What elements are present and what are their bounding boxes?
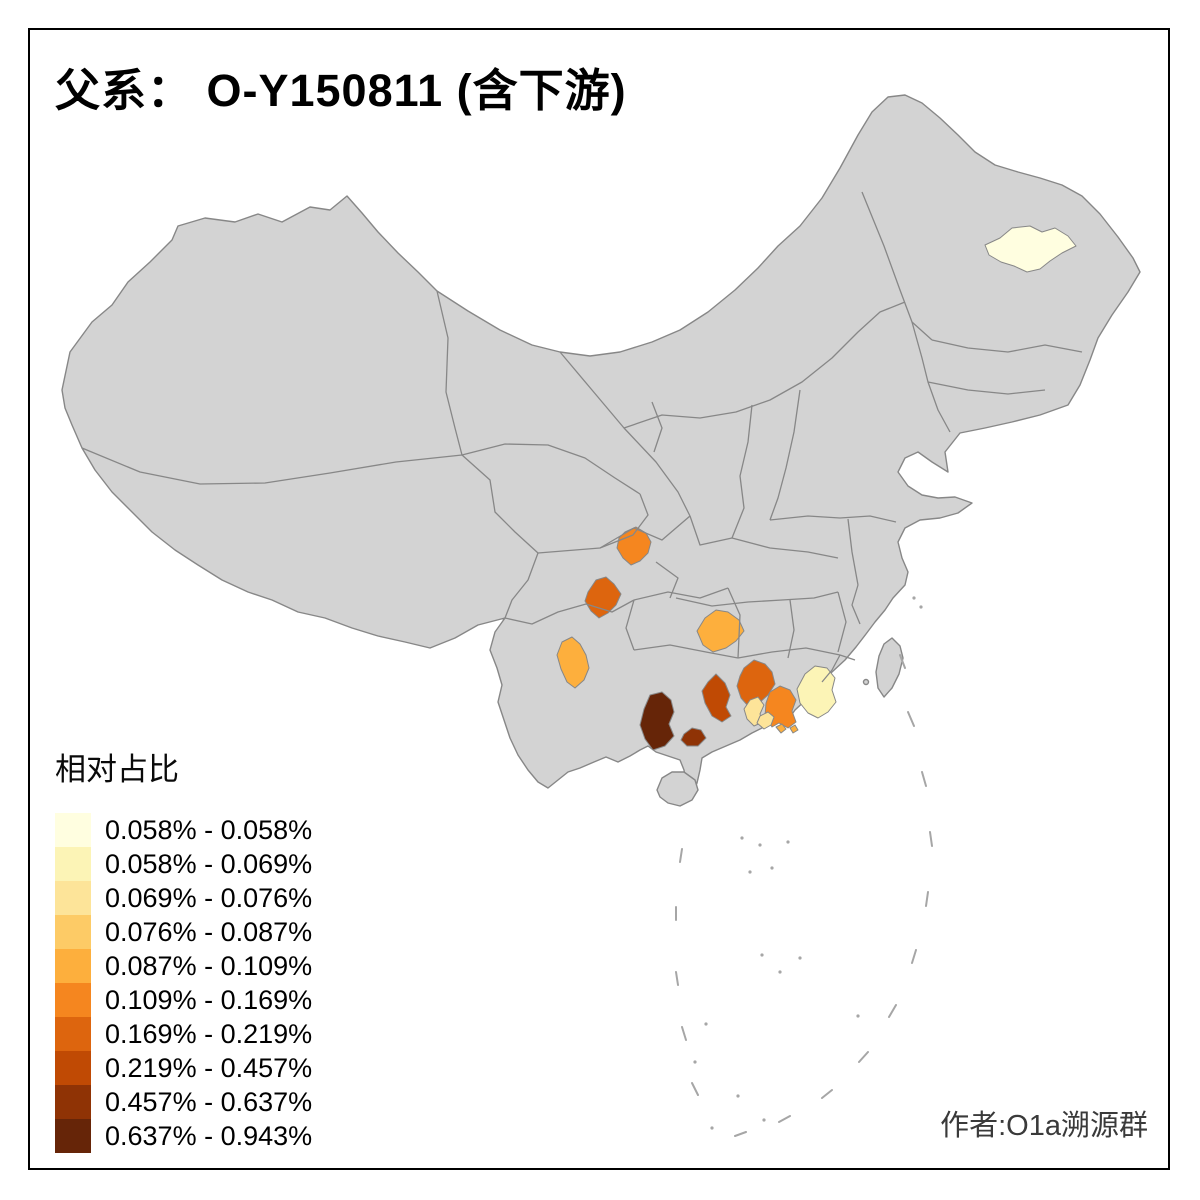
highlighted-regions <box>556 225 1077 751</box>
map-region-northeast-pale <box>984 225 1077 273</box>
legend-swatch <box>55 813 91 847</box>
legend: 相对占比 0.058% - 0.058% 0.058% - 0.069% 0.069… <box>55 744 312 1153</box>
map-region-yunnan-central <box>556 636 590 689</box>
legend-swatch <box>55 847 91 881</box>
legend-swatch <box>55 1119 91 1153</box>
map-region-guizhou-central <box>696 609 745 653</box>
legend-swatch <box>55 949 91 983</box>
province-borders <box>81 191 1083 683</box>
penghu-islet <box>862 678 870 686</box>
legend-swatch <box>55 881 91 915</box>
legend-item-label: 0.058% - 0.069% <box>105 848 313 879</box>
legend-item: 0.058% - 0.069% <box>55 847 312 881</box>
legend-swatch <box>55 1051 91 1085</box>
map-region-pearl-delta-dot-b <box>789 724 799 734</box>
map-region-guangxi-east <box>736 659 776 708</box>
sea-islets <box>693 596 923 1130</box>
legend-swatch <box>55 1085 91 1119</box>
map-region-sichuan-north <box>616 526 652 566</box>
legend-item: 0.169% - 0.219% <box>55 1017 312 1051</box>
legend-item: 0.109% - 0.169% <box>55 983 312 1017</box>
legend-item: 0.637% - 0.943% <box>55 1119 312 1153</box>
taiwan-island <box>875 637 904 698</box>
map-region-guangxi-central <box>701 673 732 723</box>
mainland-outline <box>61 94 1141 796</box>
legend-item-label: 0.076% - 0.087% <box>105 916 313 947</box>
nine-dash-line <box>675 654 933 1137</box>
legend-item: 0.069% - 0.076% <box>55 881 312 915</box>
legend-item-label: 0.087% - 0.109% <box>105 950 313 981</box>
legend-item-label: 0.637% - 0.943% <box>105 1120 313 1151</box>
attribution: 作者:O1a溯源群 <box>940 1110 1148 1142</box>
map-region-sichuan-west <box>584 576 622 619</box>
legend-item-label: 0.457% - 0.637% <box>105 1086 313 1117</box>
map-region-pearl-delta-dot-a <box>775 723 787 734</box>
legend-swatch <box>55 1017 91 1051</box>
map-region-guangdong-east-pale <box>796 665 837 719</box>
map-region-pearl-delta-pale <box>756 711 775 730</box>
map-title: 父系： O-Y150811 (含下游) <box>55 65 627 116</box>
legend-item-label: 0.058% - 0.058% <box>105 814 313 845</box>
legend-item: 0.457% - 0.637% <box>55 1085 312 1119</box>
legend-title: 相对占比 <box>55 752 179 787</box>
legend-item-label: 0.109% - 0.169% <box>105 984 313 1015</box>
map-region-guangxi-southwest <box>639 691 675 751</box>
legend-swatch <box>55 983 91 1017</box>
legend-item-label: 0.219% - 0.457% <box>105 1052 313 1083</box>
legend-item-label: 0.069% - 0.076% <box>105 882 313 913</box>
legend-items: 0.058% - 0.058% 0.058% - 0.069% 0.069% - 0… <box>55 813 312 1153</box>
map-region-guangxi-south-coast <box>680 727 707 747</box>
legend-item-label: 0.169% - 0.219% <box>105 1018 313 1049</box>
legend-item: 0.076% - 0.087% <box>55 915 312 949</box>
legend-item: 0.087% - 0.109% <box>55 949 312 983</box>
legend-swatch <box>55 915 91 949</box>
hainan-island <box>656 771 699 807</box>
legend-item: 0.219% - 0.457% <box>55 1051 312 1085</box>
legend-item: 0.058% - 0.058% <box>55 813 312 847</box>
